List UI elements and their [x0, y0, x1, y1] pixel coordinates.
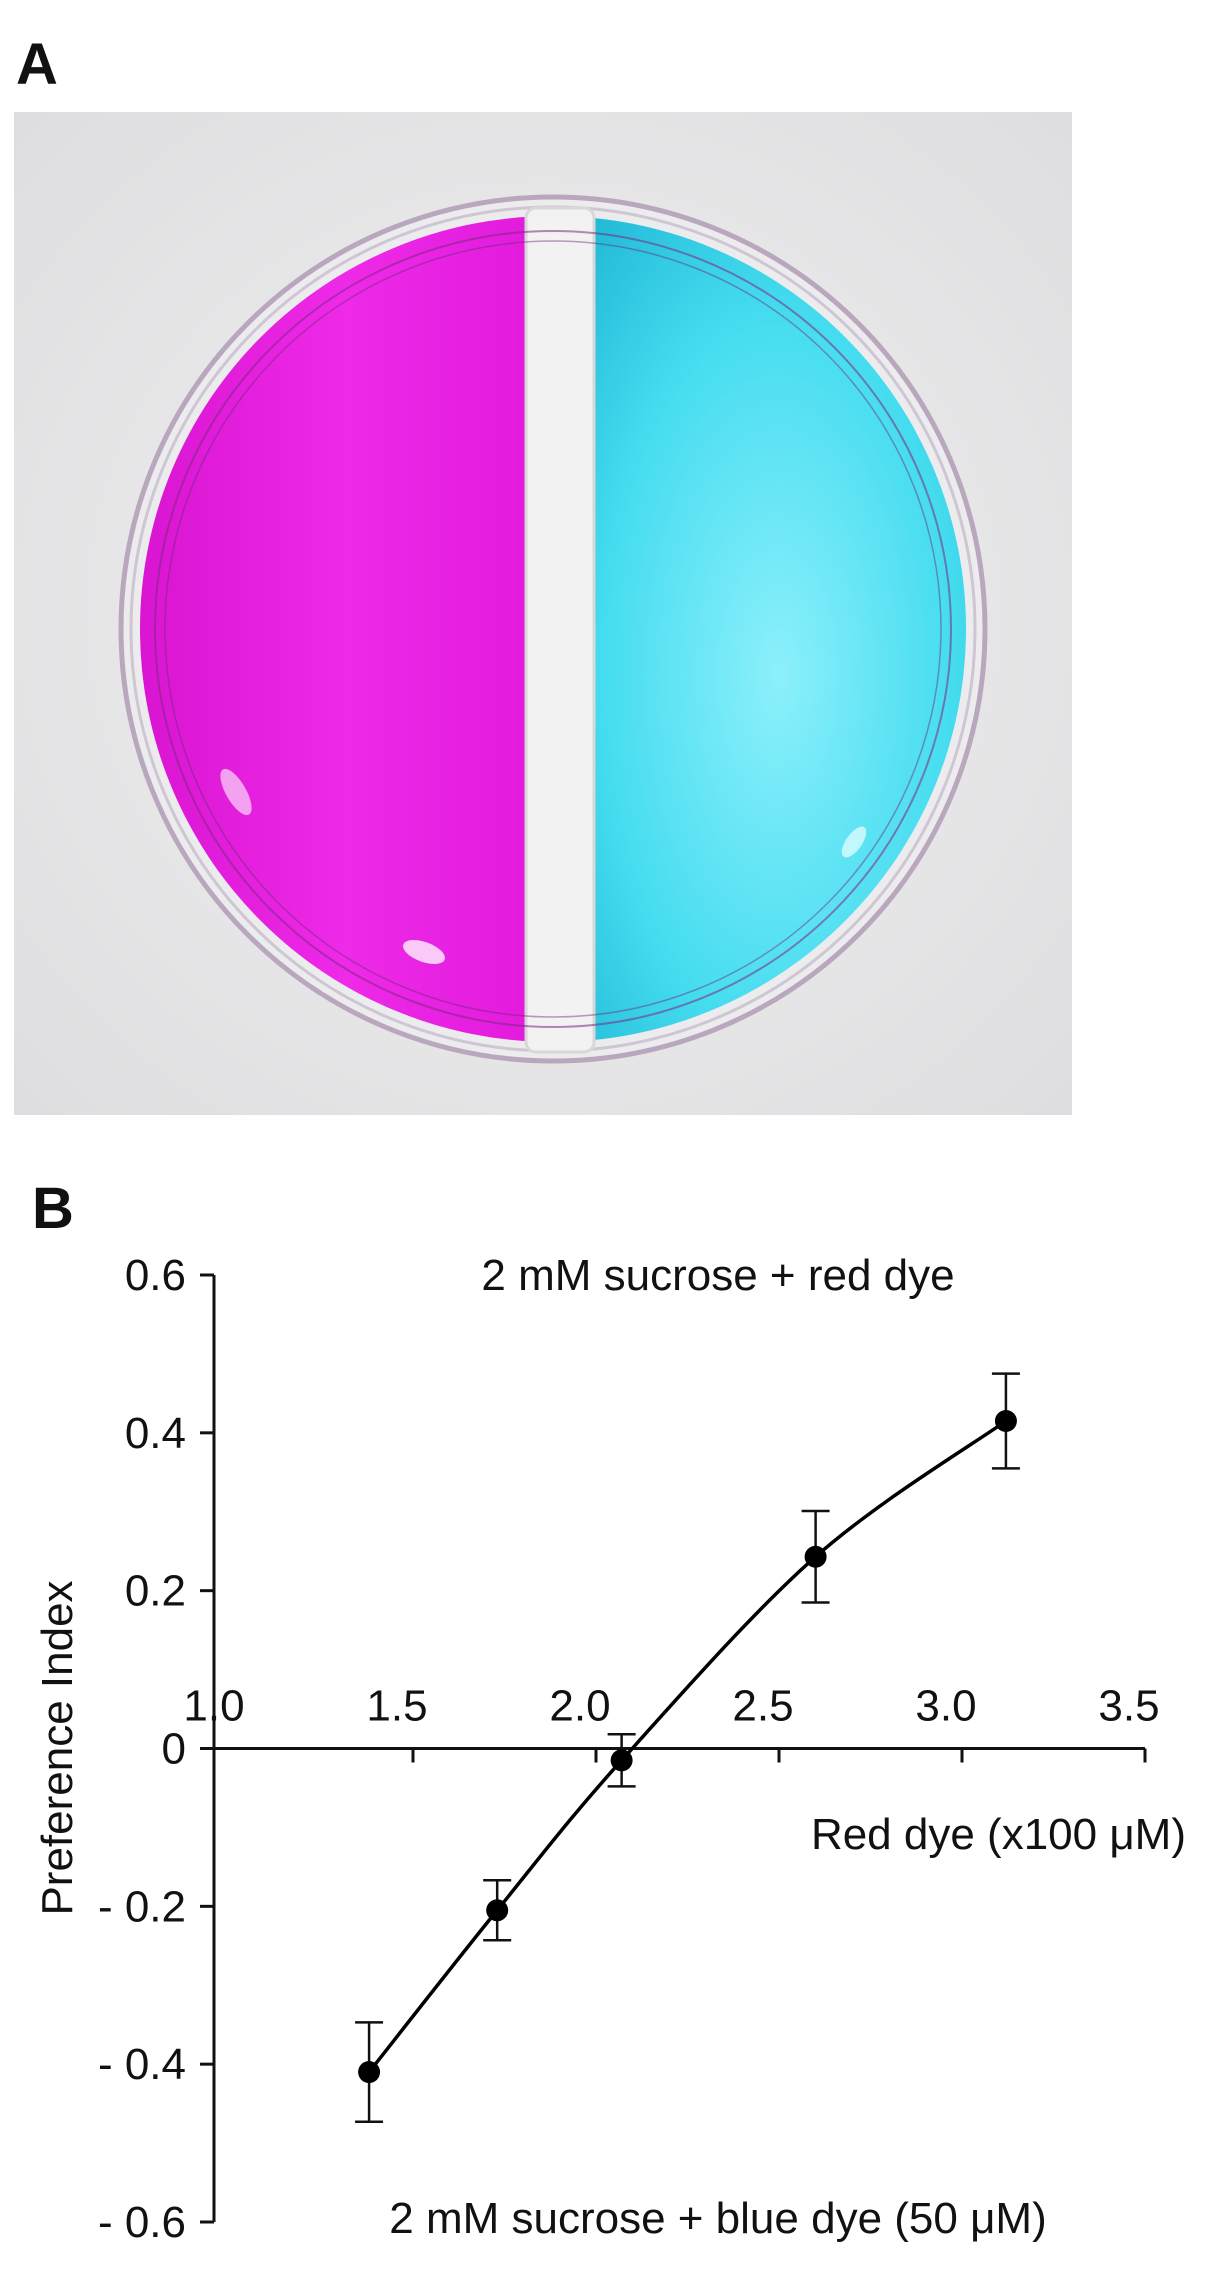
y-tick-label: 0: [162, 1725, 186, 1774]
y-tick-label: - 0.6: [98, 2198, 186, 2247]
data-point: [610, 1749, 633, 1772]
x-tick-label: 1.0: [183, 1682, 244, 1731]
glare-spot: [403, 939, 445, 965]
x-tick-label: 3.5: [1098, 1682, 1159, 1731]
panel-a-label: A: [16, 32, 58, 97]
x-tick-label: 3.0: [915, 1682, 976, 1731]
x-tick-label: 1.5: [366, 1682, 427, 1731]
data-point: [486, 1899, 509, 1922]
annotation-blue-dye: 2 mM sucrose + blue dye (50 μM): [389, 2194, 1047, 2243]
glare-spot-right: [841, 826, 867, 858]
panel-b-label: B: [32, 1176, 74, 1241]
x-axis-label: Red dye (x100 μM): [811, 1810, 1186, 1859]
y-tick-label: 0.6: [125, 1251, 186, 1300]
data-point: [994, 1409, 1017, 1432]
data-point: [804, 1545, 827, 1568]
series-line: [367, 1419, 1007, 2074]
glare-spot-left: [220, 768, 252, 816]
y-tick-label: 0.2: [125, 1567, 186, 1616]
petri-dish-photo: [14, 112, 1072, 1115]
x-tick-label: 2.5: [732, 1682, 793, 1731]
dish-divider: [524, 206, 596, 1054]
dish-inner-ring: [154, 230, 952, 1028]
y-tick-label: - 0.2: [98, 1882, 186, 1931]
y-tick-label: 0.4: [125, 1409, 186, 1458]
data-point: [358, 2061, 381, 2084]
annotation-red-dye: 2 mM sucrose + red dye: [481, 1251, 954, 1300]
dish-inner-ring-2: [164, 240, 942, 1018]
y-tick-label: - 0.4: [98, 2040, 186, 2089]
y-axis-label: Preference Index: [33, 1580, 82, 1915]
preference-index-chart: 0.6 0.4 0.2 0 - 0.2 - 0.4 - 0.6 1.0 1.5 2.0 2.5 3.0…: [33, 1251, 1186, 2247]
x-tick-label: 2.0: [549, 1682, 610, 1731]
